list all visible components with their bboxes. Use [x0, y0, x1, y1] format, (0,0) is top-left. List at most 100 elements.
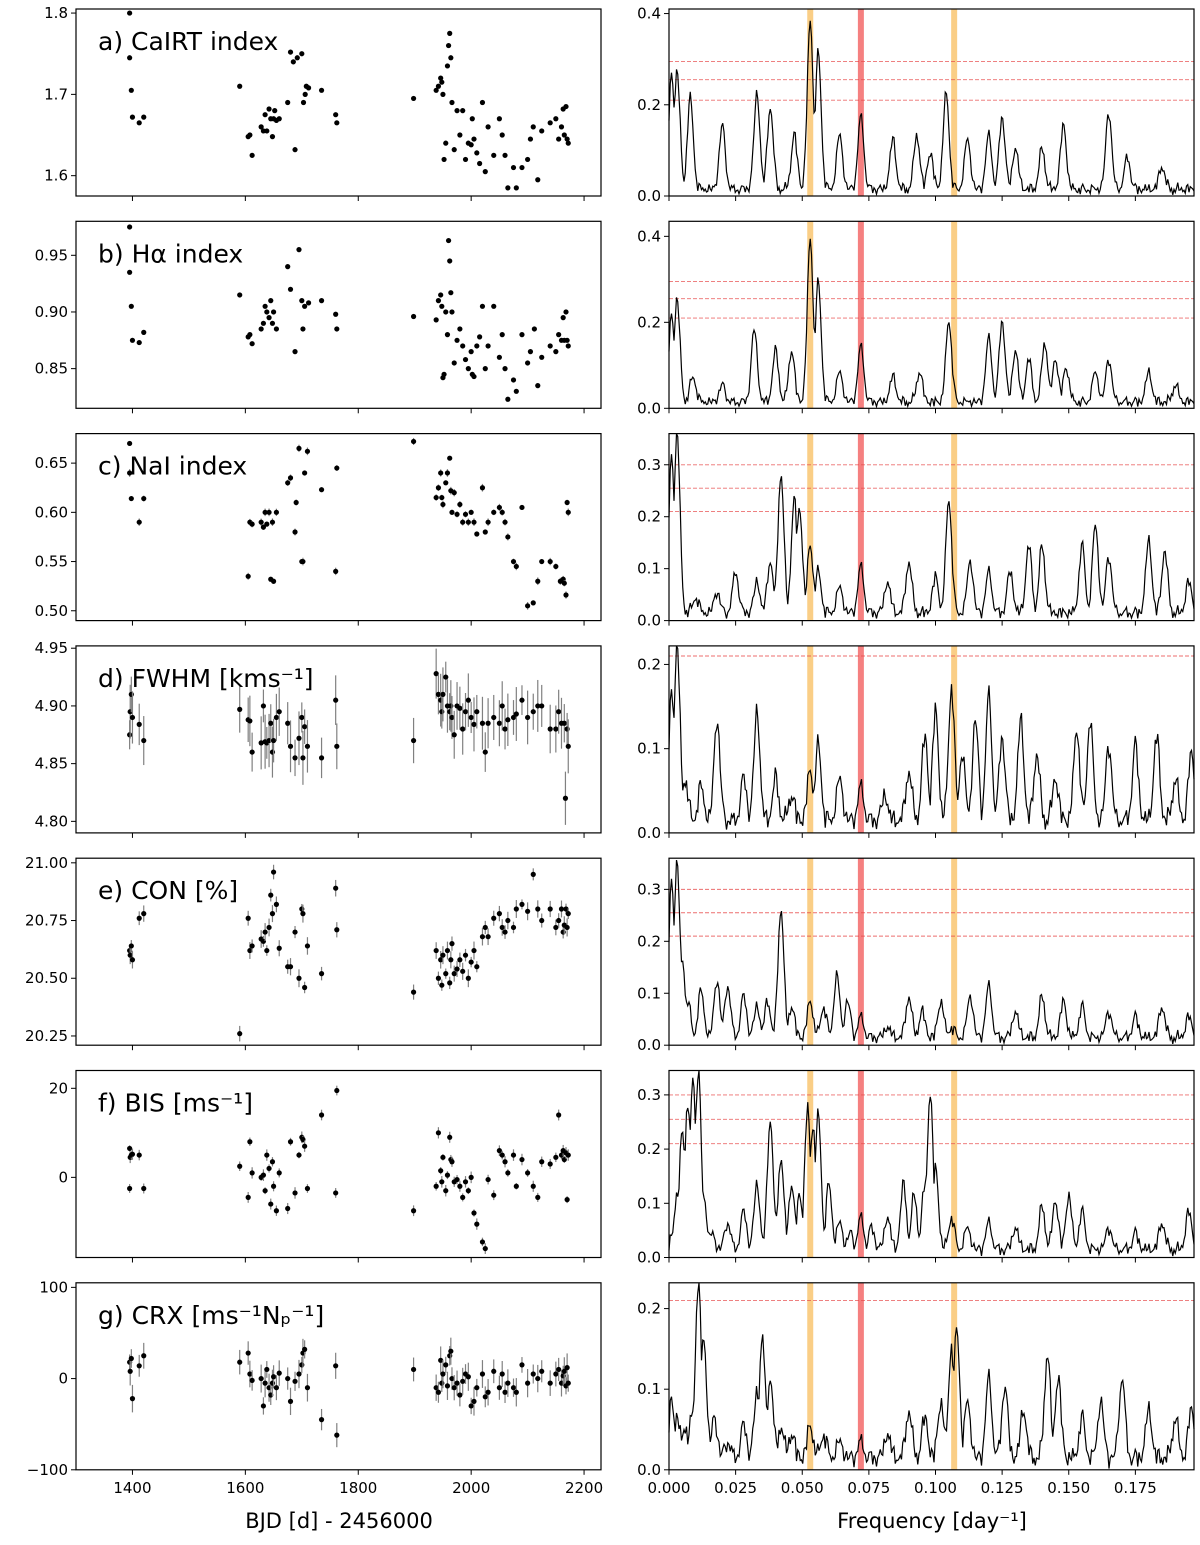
data-point	[443, 309, 449, 315]
data-point	[556, 332, 562, 338]
data-point	[304, 743, 311, 749]
left-axes-frame	[75, 645, 602, 834]
data-point	[447, 30, 453, 36]
data-point	[334, 120, 340, 126]
data-point	[276, 116, 282, 122]
left-ytick-label: −100	[27, 1461, 68, 1479]
data-point	[237, 83, 243, 89]
data-point	[237, 1031, 243, 1037]
right-ytick-label: 0.0	[637, 1461, 661, 1479]
data-point	[285, 264, 291, 270]
right-ytick-label: 0.1	[637, 740, 661, 758]
data-point	[539, 703, 545, 709]
data-point	[513, 711, 519, 717]
data-point	[285, 1205, 291, 1212]
data-point	[491, 915, 497, 921]
data-point	[547, 1380, 553, 1386]
data-point	[129, 714, 136, 721]
left-axes-frame	[75, 857, 602, 1046]
data-point	[539, 917, 545, 924]
data-point	[296, 1371, 302, 1377]
data-point	[561, 1368, 567, 1374]
data-point	[561, 720, 567, 726]
left-ytick-label: 20.50	[25, 969, 68, 987]
data-point	[479, 303, 486, 309]
data-point	[471, 136, 477, 142]
data-point	[287, 286, 294, 292]
data-point	[440, 1371, 446, 1377]
data-point	[285, 480, 291, 486]
data-point	[262, 1380, 268, 1386]
data-point	[410, 1208, 417, 1214]
right-ytick-label: 0.0	[637, 1249, 661, 1267]
data-point	[462, 952, 469, 958]
left-ytick-label: 0	[58, 1168, 68, 1186]
data-point	[454, 511, 460, 517]
data-point	[334, 1087, 340, 1094]
right-ytick-label: 0.0	[637, 1036, 661, 1054]
data-point	[300, 755, 306, 761]
data-point	[474, 1385, 480, 1391]
data-point	[290, 59, 296, 65]
data-point	[269, 749, 276, 755]
right-ytick-label: 0.3	[637, 456, 661, 474]
data-point	[482, 169, 488, 175]
data-point	[272, 108, 278, 114]
frequency-band-orange	[951, 433, 958, 621]
data-point	[505, 717, 511, 723]
data-point	[333, 568, 339, 574]
data-point	[457, 501, 463, 508]
data-point	[519, 164, 525, 171]
data-point	[553, 1371, 559, 1377]
data-point	[285, 1375, 291, 1382]
data-point	[435, 691, 442, 697]
data-point	[477, 334, 483, 340]
data-point	[519, 901, 525, 907]
data-point	[510, 924, 517, 931]
left-ytick-label: 1.7	[44, 85, 68, 103]
frequency-band-orange	[951, 221, 958, 409]
data-point	[553, 116, 559, 122]
data-point	[465, 1188, 471, 1194]
data-point	[127, 470, 133, 476]
data-point	[513, 906, 519, 912]
data-point	[318, 298, 325, 304]
data-point	[276, 945, 282, 951]
data-point	[268, 720, 274, 726]
data-point	[302, 470, 308, 476]
data-point	[499, 703, 505, 709]
data-point	[502, 929, 508, 935]
data-point	[249, 152, 255, 158]
data-point	[292, 349, 298, 355]
data-point	[454, 1380, 460, 1386]
data-point	[547, 906, 553, 912]
data-point	[299, 906, 305, 912]
data-point	[525, 714, 531, 721]
data-point	[496, 354, 502, 360]
data-point	[525, 908, 531, 914]
data-point	[502, 519, 508, 525]
data-point	[502, 1159, 508, 1165]
data-point	[333, 1190, 339, 1196]
data-point	[482, 529, 488, 535]
data-point	[292, 147, 298, 153]
data-point	[505, 534, 511, 540]
data-point	[270, 1183, 277, 1189]
panel-label: f) BIS [ms⁻¹]	[98, 1089, 253, 1118]
data-point	[499, 332, 505, 338]
data-point	[334, 743, 340, 749]
data-point	[438, 957, 444, 963]
data-point	[304, 448, 311, 454]
data-point	[447, 1353, 453, 1359]
data-point	[449, 714, 455, 721]
data-point	[527, 349, 534, 355]
data-point	[334, 465, 340, 471]
data-point	[449, 99, 455, 106]
data-point	[482, 1245, 488, 1252]
data-point	[296, 247, 302, 253]
data-point	[448, 703, 454, 709]
data-point	[445, 42, 452, 49]
data-point	[438, 75, 444, 81]
data-point	[141, 911, 147, 917]
data-point	[269, 134, 276, 140]
